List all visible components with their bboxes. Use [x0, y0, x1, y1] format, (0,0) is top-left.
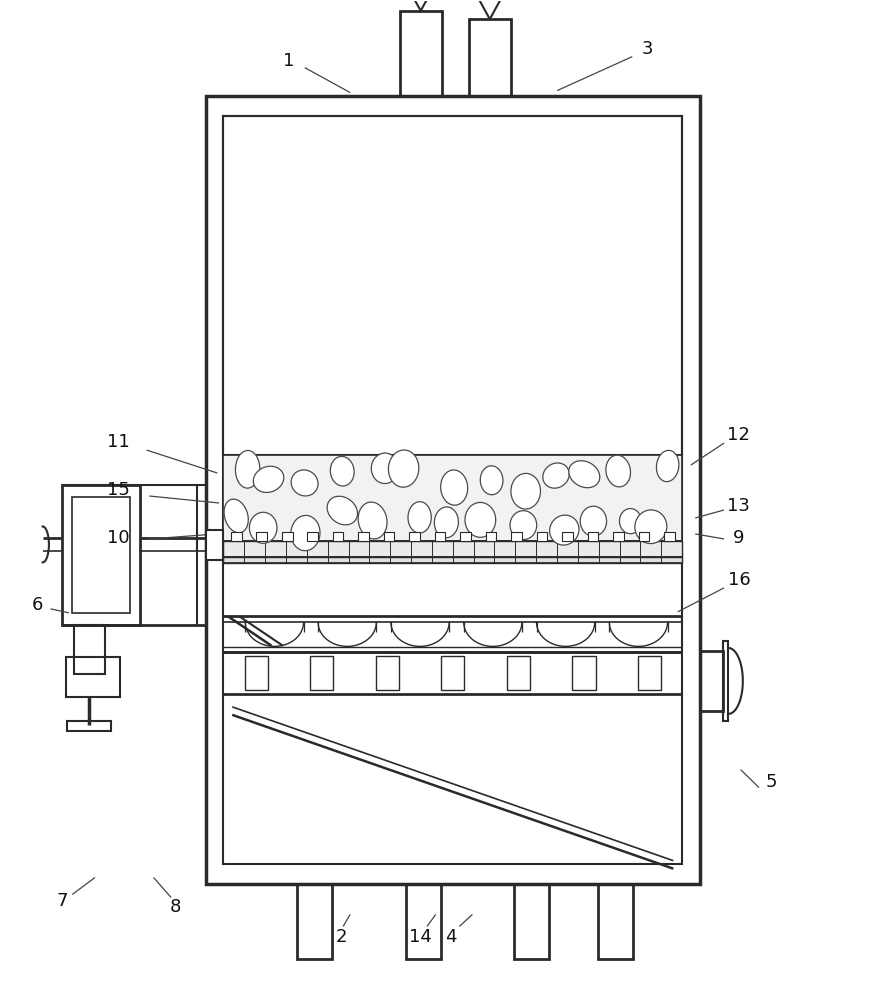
Bar: [562, 532, 573, 541]
Ellipse shape: [235, 450, 260, 488]
Bar: [66, 657, 121, 697]
Ellipse shape: [580, 506, 606, 536]
Bar: [231, 532, 242, 541]
Text: 13: 13: [727, 497, 751, 515]
Bar: [700, 651, 723, 711]
Bar: [639, 532, 649, 541]
Bar: [307, 532, 318, 541]
Bar: [206, 96, 700, 884]
Bar: [206, 530, 223, 560]
Bar: [73, 497, 130, 613]
Bar: [62, 485, 141, 625]
Bar: [223, 116, 682, 864]
Bar: [511, 532, 522, 541]
Bar: [441, 656, 465, 690]
Ellipse shape: [388, 450, 419, 487]
Bar: [244, 656, 268, 690]
Bar: [223, 557, 682, 563]
Bar: [536, 532, 548, 541]
Bar: [664, 532, 675, 541]
Ellipse shape: [510, 511, 536, 540]
Ellipse shape: [291, 470, 318, 496]
Ellipse shape: [511, 473, 541, 509]
Ellipse shape: [480, 466, 503, 495]
Bar: [67, 721, 111, 731]
Bar: [598, 884, 633, 959]
Ellipse shape: [327, 496, 358, 525]
Text: 7: 7: [56, 892, 67, 910]
Ellipse shape: [635, 510, 667, 544]
Ellipse shape: [606, 455, 631, 487]
Bar: [588, 532, 598, 541]
Bar: [514, 884, 550, 959]
Ellipse shape: [371, 453, 399, 484]
Bar: [572, 656, 596, 690]
Ellipse shape: [290, 515, 320, 551]
Ellipse shape: [249, 512, 277, 543]
Text: 3: 3: [641, 40, 653, 58]
Ellipse shape: [465, 502, 496, 537]
Text: 11: 11: [108, 433, 130, 451]
Ellipse shape: [434, 507, 458, 538]
Ellipse shape: [656, 450, 679, 482]
Bar: [298, 884, 332, 959]
Text: 16: 16: [727, 571, 750, 589]
Bar: [613, 532, 624, 541]
Bar: [74, 625, 105, 674]
Text: 15: 15: [108, 481, 130, 499]
Bar: [332, 532, 344, 541]
Ellipse shape: [620, 509, 641, 534]
Text: 12: 12: [727, 426, 751, 444]
Ellipse shape: [224, 499, 248, 533]
Text: 8: 8: [170, 898, 181, 916]
Text: 6: 6: [31, 596, 43, 614]
Bar: [486, 532, 496, 541]
Ellipse shape: [550, 515, 579, 545]
Bar: [223, 541, 682, 557]
Bar: [460, 532, 471, 541]
Text: 5: 5: [766, 773, 777, 791]
Text: 2: 2: [336, 928, 347, 946]
Bar: [223, 455, 682, 541]
Text: 1: 1: [284, 52, 295, 70]
Ellipse shape: [358, 502, 387, 539]
Bar: [638, 656, 661, 690]
Ellipse shape: [542, 463, 570, 488]
Bar: [507, 656, 530, 690]
Text: 10: 10: [108, 529, 130, 547]
Bar: [435, 532, 445, 541]
Ellipse shape: [408, 502, 431, 533]
Ellipse shape: [569, 461, 600, 488]
Bar: [400, 11, 442, 96]
Bar: [358, 532, 369, 541]
Bar: [406, 884, 441, 959]
Bar: [410, 532, 420, 541]
Bar: [723, 641, 728, 721]
Bar: [469, 19, 511, 96]
Bar: [384, 532, 395, 541]
Bar: [282, 532, 292, 541]
Text: 9: 9: [733, 529, 745, 547]
Ellipse shape: [253, 466, 284, 492]
Bar: [375, 656, 399, 690]
Bar: [256, 532, 267, 541]
Ellipse shape: [441, 470, 467, 505]
Text: 4: 4: [444, 928, 457, 946]
Bar: [310, 656, 333, 690]
Text: 14: 14: [409, 928, 431, 946]
Ellipse shape: [331, 456, 354, 486]
Bar: [223, 116, 682, 455]
